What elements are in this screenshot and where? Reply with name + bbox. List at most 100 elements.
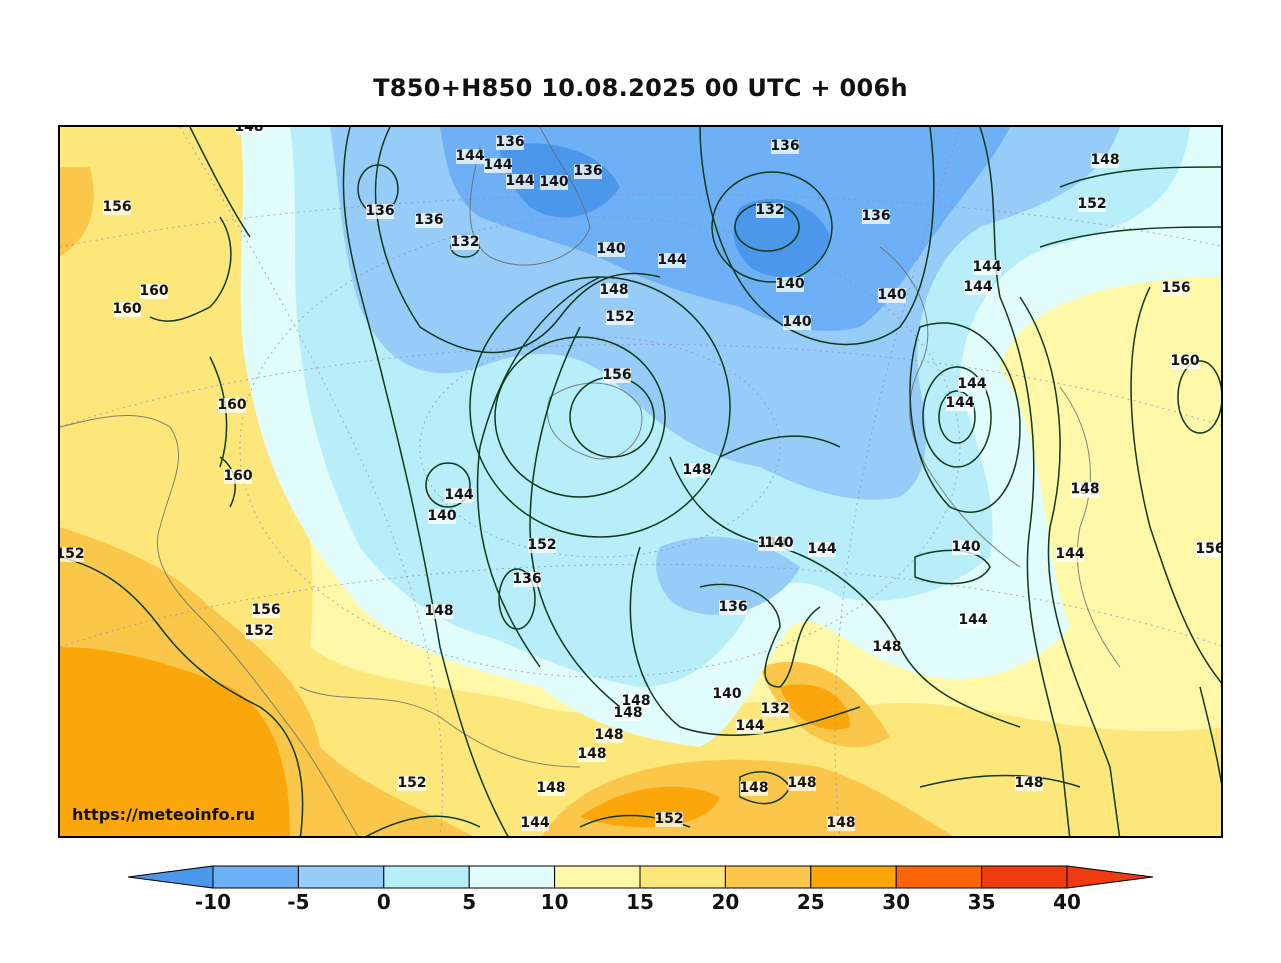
contour-label: 152 <box>60 546 85 562</box>
colorbar-segment <box>639 865 726 889</box>
contour-label: 148 <box>826 815 855 831</box>
contour-label-bg <box>113 302 141 317</box>
contour-label: 132 <box>760 701 789 717</box>
colorbar-tick-label: 30 <box>882 890 911 914</box>
contour-label-bg <box>771 139 799 154</box>
contour-label: 136 <box>573 163 602 179</box>
contour-label: 140 <box>782 314 811 330</box>
contour-label-bg <box>959 613 987 628</box>
contour-label: 144 <box>444 487 473 503</box>
contour-label-bg <box>1071 482 1099 497</box>
contour-label: 144 <box>505 173 534 189</box>
colorbar-segment <box>383 865 470 889</box>
contour-label-bg <box>655 812 683 827</box>
contour-label: 160 <box>139 283 168 299</box>
contour-label-bg <box>537 781 565 796</box>
contour-label: 148 <box>621 693 650 709</box>
contour-label-bg <box>451 235 479 250</box>
contour-label-bg <box>1056 547 1084 562</box>
colorbar-segment <box>810 865 897 889</box>
contour-label-bg <box>1078 197 1106 212</box>
contour-label-bg <box>1091 153 1119 168</box>
contour-label-bg <box>958 377 986 392</box>
contour-label-bg <box>761 702 789 717</box>
colorbar-segment <box>468 865 556 889</box>
contour-label-bg <box>445 488 473 503</box>
contour-label-bg <box>1171 354 1199 369</box>
colorbar-max-arrow <box>1066 865 1154 889</box>
contour-label: 144 <box>945 395 974 411</box>
contour-label: 148 <box>599 282 628 298</box>
contour-label: 140 <box>877 287 906 303</box>
colorbar-tick-label: 20 <box>711 890 740 914</box>
contour-label-bg <box>827 816 855 831</box>
colorbar-segment <box>981 865 1068 889</box>
contour-label-bg <box>740 781 768 796</box>
contour-label: 132 <box>450 234 479 250</box>
contour-label-bg <box>484 158 512 173</box>
contour-label: 148 <box>424 603 453 619</box>
contour-label-bg <box>366 204 394 219</box>
contour-label: 152 <box>244 623 273 639</box>
contour-label: 156 <box>102 199 131 215</box>
contour-label-bg <box>521 816 549 831</box>
contour-label: 136 <box>718 599 747 615</box>
contour-label: 156 <box>1195 541 1223 557</box>
contour-label-bg <box>878 288 906 303</box>
contour-label-bg <box>600 283 628 298</box>
contour-label: 144 <box>963 279 992 295</box>
contour-label: 144 <box>657 252 686 268</box>
contour-label: 156 <box>602 367 631 383</box>
contour-label-bg <box>540 175 568 190</box>
contour-label: 140 <box>712 686 741 702</box>
contour-label-bg <box>603 368 631 383</box>
contour-label-bg <box>140 284 168 299</box>
contour-label: 156 <box>251 602 280 618</box>
contour-label: 152 <box>397 775 426 791</box>
contour-label: 148 <box>577 746 606 762</box>
contour-label: 136 <box>861 208 890 224</box>
contour-label-bg <box>224 469 252 484</box>
contour-label-bg <box>622 694 650 709</box>
watermark: https://meteoinfo.ru <box>72 805 255 824</box>
contour-label: 160 <box>1170 353 1199 369</box>
contour-label: 152 <box>527 537 556 553</box>
contour-label-bg <box>218 398 246 413</box>
contour-label-bg <box>765 536 793 551</box>
contour-label-bg <box>683 463 711 478</box>
contour-label-bg <box>952 540 980 555</box>
contour-label: 136 <box>495 134 524 150</box>
contour-label: 140 <box>427 508 456 524</box>
contour-label: 144 <box>735 718 764 734</box>
map-title: T850+H850 10.08.2025 00 UTC + 006h <box>373 74 908 102</box>
contour-label-bg <box>1162 281 1190 296</box>
colorbar-tick-label: 5 <box>462 890 477 914</box>
contour-label-bg <box>595 728 623 743</box>
contour-label: 148 <box>739 780 768 796</box>
colorbar <box>127 865 1154 889</box>
contour-label-bg <box>776 277 804 292</box>
colorbar-min-arrow <box>127 865 214 889</box>
contour-label-bg <box>428 509 456 524</box>
contour-label-bg <box>973 260 1001 275</box>
contour-label: 148 <box>613 705 642 721</box>
contour-labels: 1481561601601601601521561521361361441441… <box>60 127 1223 831</box>
contour-label-bg <box>398 776 426 791</box>
contour-label: 144 <box>483 157 512 173</box>
contour-label: 148 <box>1090 152 1119 168</box>
contour-label: 140 <box>951 539 980 555</box>
contour-label: 136 <box>365 203 394 219</box>
contour-label: 152 <box>605 309 634 325</box>
contour-label: 160 <box>112 301 141 317</box>
contour-label: 148 <box>682 462 711 478</box>
colorbar-segment <box>724 865 812 889</box>
contour-label: 148 <box>1014 775 1043 791</box>
contour-label-bg <box>574 164 602 179</box>
contour-label-bg <box>235 127 263 135</box>
contour-label: 148 <box>594 727 623 743</box>
contour-label-bg <box>1015 776 1043 791</box>
contour-label: 156 <box>1161 280 1190 296</box>
contour-label: 140 <box>596 241 625 257</box>
contour-label-bg <box>245 624 273 639</box>
contour-label: 160 <box>217 397 246 413</box>
